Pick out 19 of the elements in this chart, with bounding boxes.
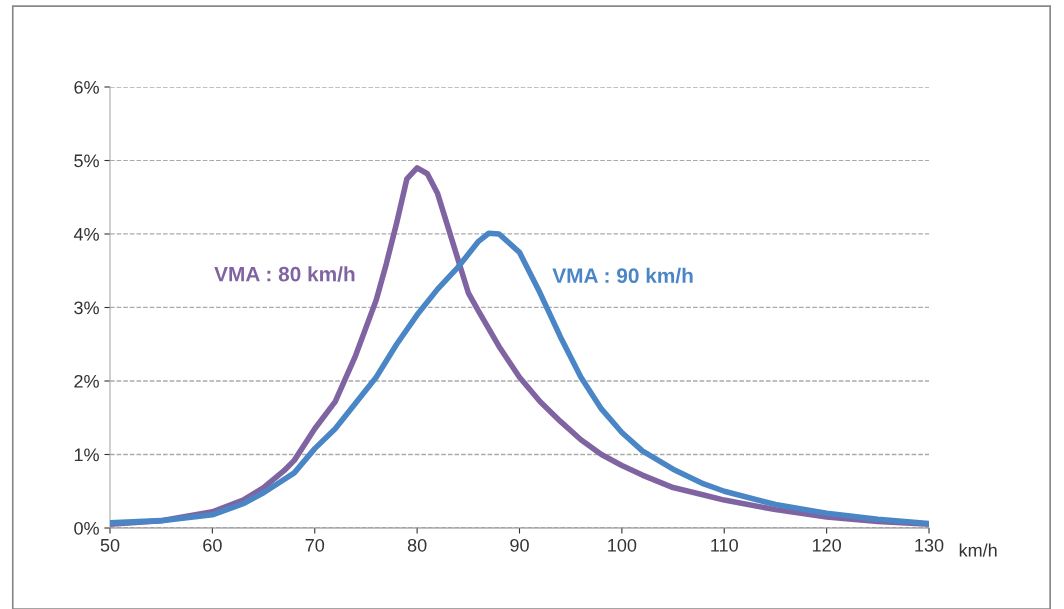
x-tick-label: 60: [203, 538, 222, 552]
x-tick-label: 90: [510, 538, 529, 552]
x-tick-label: 120: [812, 538, 841, 552]
x-tick-label: 50: [100, 538, 120, 552]
x-axis-title: km/h: [959, 543, 997, 557]
y-tick-label: 4%: [73, 228, 99, 241]
y-tick-label: 0%: [74, 521, 99, 535]
y-tick-label: 1%: [74, 448, 99, 462]
series-label: VMA : 80 km/h: [214, 266, 355, 282]
x-tick-label: 130: [915, 538, 944, 552]
y-tick-label: 5%: [74, 154, 99, 168]
x-tick-label: 110: [711, 538, 738, 552]
series-label: VMA : 90 km/h: [552, 267, 693, 284]
y-tick-label: 6%: [74, 80, 99, 94]
y-tick-label: 3%: [74, 301, 99, 315]
y-tick-label: 2%: [74, 374, 99, 388]
x-tick-label: 100: [608, 538, 637, 552]
x-tick-label: 80: [407, 538, 427, 552]
x-tick-label: 70: [305, 538, 325, 552]
